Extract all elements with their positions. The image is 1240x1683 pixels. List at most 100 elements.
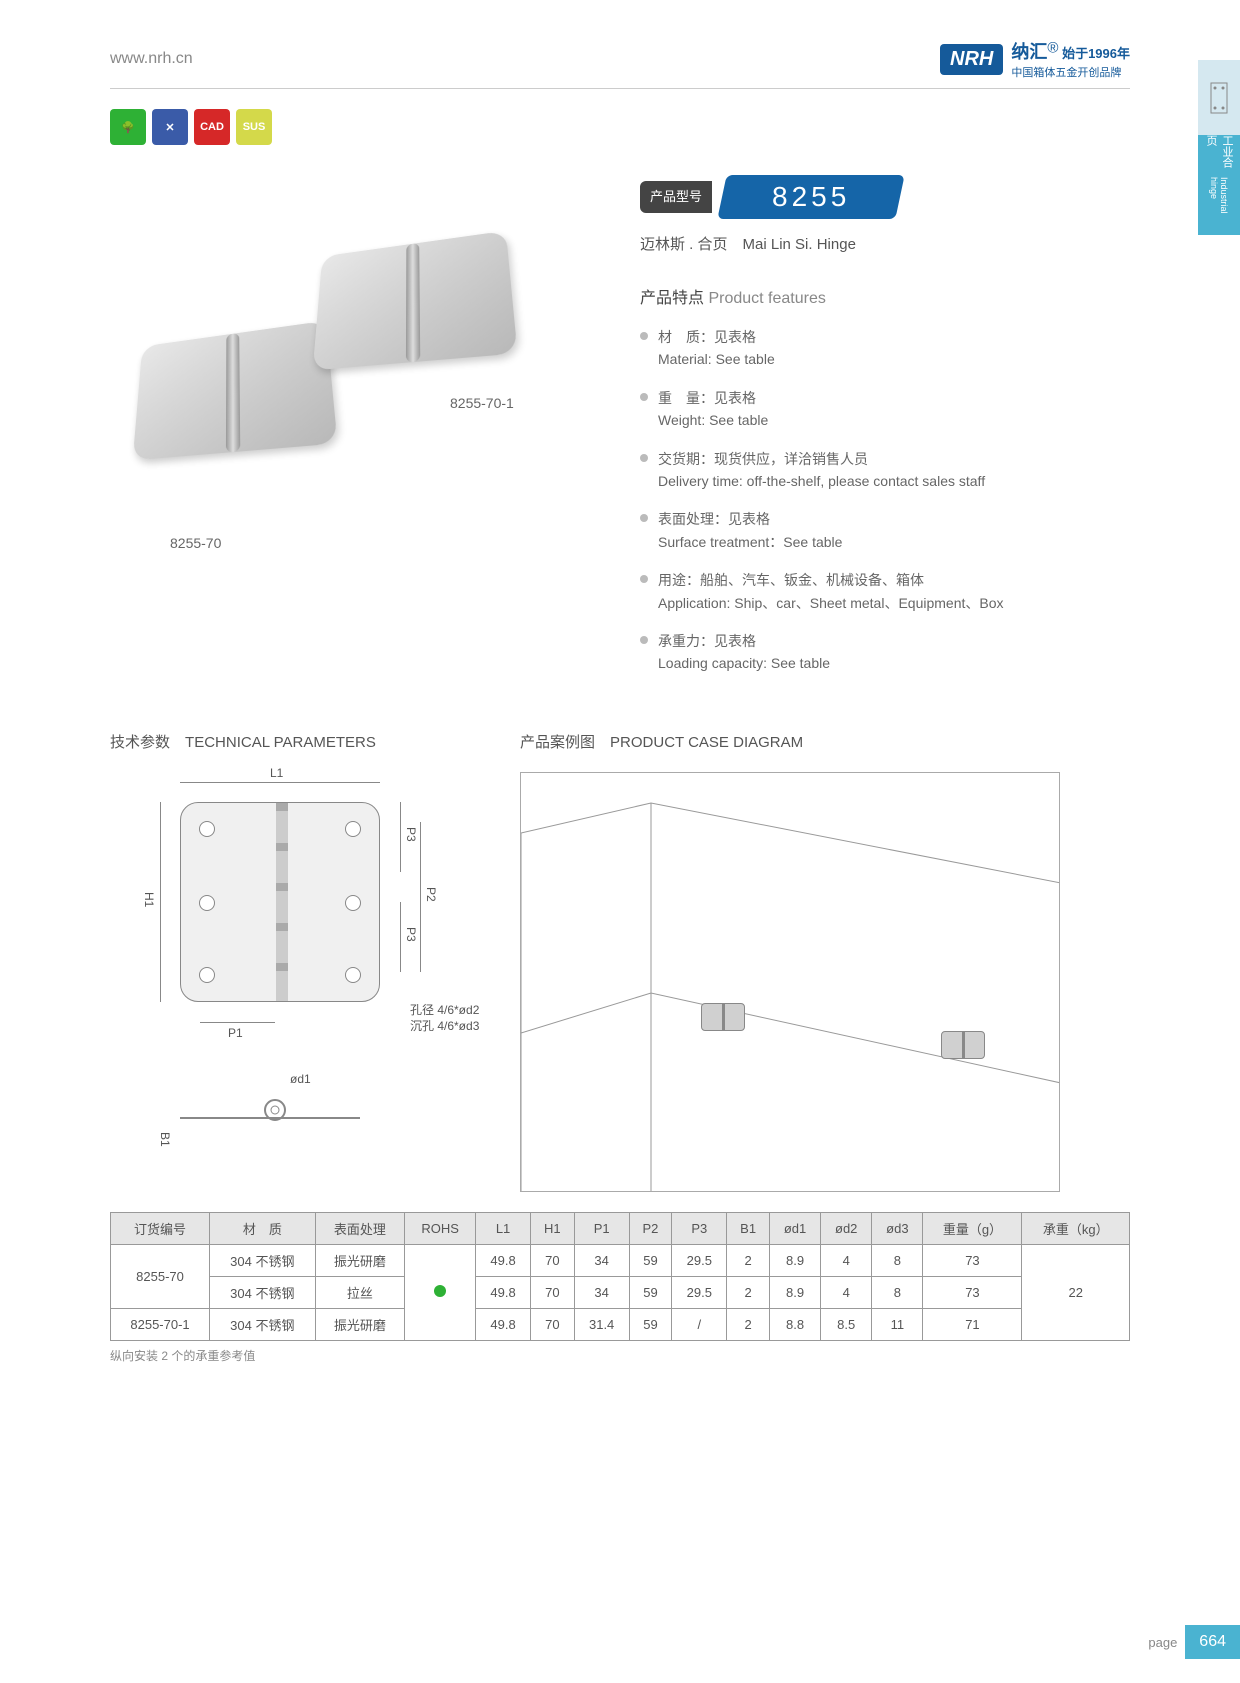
table-header: P3 <box>672 1212 727 1244</box>
hinge-pin <box>276 803 288 1001</box>
header: www.nrh.cn NRH 纳汇® 始于1996年 中国箱体五金开创品牌 <box>0 0 1240 80</box>
table-header: 重量（g） <box>923 1212 1022 1244</box>
hole-icon <box>345 895 361 911</box>
table-header: 承重（kg） <box>1022 1212 1130 1244</box>
product-images: 8255-70 8255-70-1 <box>110 175 600 691</box>
table-row: 8255-70304 不锈钢振光研磨49.870345929.528.94873… <box>111 1244 1130 1276</box>
badge-tool-icon: ✕ <box>152 109 188 145</box>
since: 始于1996年 <box>1062 46 1130 61</box>
feature-item: 交货期：现货供应，详洽销售人员Delivery time: off-the-sh… <box>640 448 1130 493</box>
table-row: 304 不锈钢拉丝49.870345929.528.94873 <box>111 1276 1130 1308</box>
dim-p3a: P3 <box>404 827 418 842</box>
logo-area: NRH 纳汇® 始于1996年 中国箱体五金开创品牌 <box>940 38 1130 80</box>
dim-od1: ød1 <box>290 1072 311 1086</box>
feature-item: 材 质：见表格Material: See table <box>640 326 1130 371</box>
logo-mark: NRH <box>940 44 1003 75</box>
badge-cad-icon: CAD <box>194 109 230 145</box>
rohs-dot-icon <box>434 1285 446 1297</box>
dim-b1: B1 <box>158 1132 172 1147</box>
badge-eco-icon: 🌳 <box>110 109 146 145</box>
product-info: 产品型号 8255 迈林斯 . 合页 Mai Lin Si. Hinge 产品特… <box>640 175 1130 691</box>
table-header: ød2 <box>821 1212 872 1244</box>
tagline: 中国箱体五金开创品牌 <box>1011 64 1130 80</box>
features-title: 产品特点 Product features <box>640 284 1130 308</box>
diagrams-row: 技术参数 TECHNICAL PARAMETERS L1 H1 P3 P2 P3… <box>0 691 1240 1192</box>
badges: 🌳 ✕ CAD SUS <box>110 109 1240 145</box>
side-tab-1[interactable] <box>1198 60 1240 135</box>
hinge-drawing <box>180 802 380 1002</box>
table-header-row: 订货编号材 质表面处理ROHSL1H1P1P2P3B1ød1ød2ød3重量（g… <box>111 1212 1130 1244</box>
hole-note: 孔径 4/6*ød2沉孔 4/6*ød3 <box>410 1002 479 1036</box>
table-header: ROHS <box>405 1212 476 1244</box>
table-header: L1 <box>476 1212 531 1244</box>
header-divider <box>110 88 1130 89</box>
specs-table: 订货编号材 质表面处理ROHSL1H1P1P2P3B1ød1ød2ød3重量（g… <box>110 1212 1130 1341</box>
hole-icon <box>199 821 215 837</box>
case-diagram <box>520 772 1060 1192</box>
hole-icon <box>345 821 361 837</box>
dim-h1-line <box>160 802 161 1002</box>
dim-p2: P2 <box>424 887 438 902</box>
table-row: 8255-70-1304 不锈钢振光研磨49.87031.459/28.88.5… <box>111 1308 1130 1340</box>
model-label: 产品型号 <box>640 181 712 213</box>
table-header: H1 <box>531 1212 575 1244</box>
page-num-box: 664 <box>1185 1625 1240 1659</box>
table-header: 材 质 <box>210 1212 316 1244</box>
model-number: 8255 <box>717 175 905 219</box>
feature-item: 重 量：见表格Weight: See table <box>640 387 1130 432</box>
table-header: 表面处理 <box>315 1212 405 1244</box>
dim-l1-line <box>180 782 380 783</box>
badge-sus-icon: SUS <box>236 109 272 145</box>
dim-p3b-line <box>400 902 401 972</box>
case-diagram-section: 产品案例图 PRODUCT CASE DIAGRAM <box>520 731 1060 1192</box>
table-header: 订货编号 <box>111 1212 210 1244</box>
bullet-icon <box>640 332 648 340</box>
tech-params: 技术参数 TECHNICAL PARAMETERS L1 H1 P3 P2 P3… <box>110 731 480 1192</box>
mini-hinge-icon <box>941 1031 985 1059</box>
dim-p3-line <box>400 802 401 872</box>
table-header: ød1 <box>769 1212 820 1244</box>
side-tab-2[interactable]: 工业合页 Industrial hinge <box>1198 135 1240 235</box>
hole-icon <box>199 967 215 983</box>
dim-p1-line <box>200 1022 275 1023</box>
table-header: ød3 <box>872 1212 923 1244</box>
case-title: 产品案例图 PRODUCT CASE DIAGRAM <box>520 731 1060 752</box>
brand-cn: 纳汇 <box>1011 42 1047 62</box>
side-view-icon <box>180 1088 360 1128</box>
table-note: 纵向安装 2 个的承重参考值 <box>110 1347 1130 1364</box>
features-list: 材 质：见表格Material: See table 重 量：见表格Weight:… <box>640 326 1130 675</box>
model-row: 产品型号 8255 <box>640 175 1130 219</box>
feature-item: 用途：船舶、汽车、钣金、机械设备、箱体Application: Ship、car… <box>640 569 1130 614</box>
product-label-2: 8255-70-1 <box>450 395 514 411</box>
dim-p3b: P3 <box>404 927 418 942</box>
table-header: P1 <box>574 1212 629 1244</box>
bullet-icon <box>640 636 648 644</box>
dim-l1: L1 <box>270 766 283 780</box>
dim-h1: H1 <box>142 892 156 907</box>
feature-item: 表面处理：见表格Surface treatment：See table <box>640 508 1130 553</box>
box-3d-icon <box>521 773 1060 1192</box>
tech-diagram: L1 H1 P3 P2 P3 P1 孔径 4/6*ød2沉孔 4/6*ød3 ø… <box>110 772 480 1172</box>
hinge-image-1 <box>133 321 338 461</box>
bullet-icon <box>640 454 648 462</box>
page-number: page 664 <box>1148 1625 1240 1659</box>
side-tabs: 工业合页 Industrial hinge <box>1198 60 1240 235</box>
hole-icon <box>199 895 215 911</box>
mini-hinge-icon <box>701 1003 745 1031</box>
dim-p1: P1 <box>228 1026 243 1040</box>
hole-icon <box>345 967 361 983</box>
hinge-image-2 <box>313 231 518 371</box>
dim-p2-line <box>420 822 421 972</box>
main-content: 8255-70 8255-70-1 产品型号 8255 迈林斯 . 合页 Mai… <box>0 145 1240 691</box>
tech-title: 技术参数 TECHNICAL PARAMETERS <box>110 731 480 752</box>
product-label-1: 8255-70 <box>170 535 221 551</box>
website-url[interactable]: www.nrh.cn <box>110 50 193 68</box>
table-header: P2 <box>629 1212 672 1244</box>
table-body: 8255-70304 不锈钢振光研磨49.870345929.528.94873… <box>111 1244 1130 1340</box>
bullet-icon <box>640 575 648 583</box>
bullet-icon <box>640 514 648 522</box>
feature-item: 承重力：见表格Loading capacity: See table <box>640 630 1130 675</box>
table-header: B1 <box>727 1212 770 1244</box>
subtitle: 迈林斯 . 合页 Mai Lin Si. Hinge <box>640 233 1130 254</box>
logo-text: 纳汇® 始于1996年 中国箱体五金开创品牌 <box>1011 38 1130 80</box>
